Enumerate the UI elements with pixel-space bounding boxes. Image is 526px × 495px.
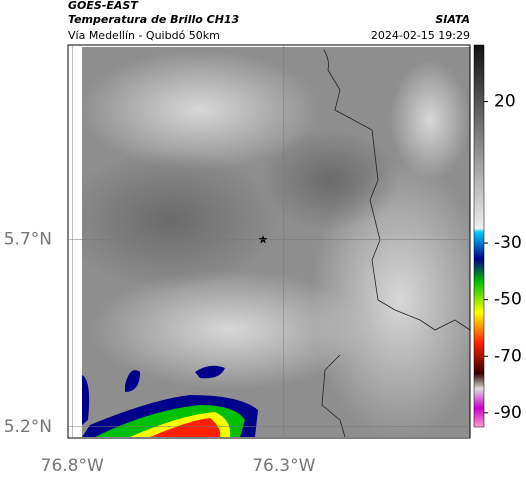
- route: Vía Medellín - Quibdó 50km: [68, 29, 220, 42]
- map-frame: [67, 44, 471, 439]
- colorbar: [473, 44, 485, 428]
- source: SIATA: [435, 13, 470, 26]
- colorbar-tick-label: -50: [494, 290, 522, 310]
- lat-tick-label: 5.2°N: [4, 417, 52, 437]
- colorbar-tick-label: 20: [494, 92, 516, 112]
- timestamp: 2024-02-15 19:29: [371, 29, 470, 42]
- colorbar-tick-label: -70: [494, 346, 522, 366]
- subtitle: Temperatura de Brillo CH13: [68, 13, 240, 26]
- satellite-image: [82, 47, 470, 437]
- lon-tick-label: 76.8°W: [41, 456, 104, 476]
- lon-tick-label: 76.3°W: [252, 456, 315, 476]
- colorbar-tick-label: -90: [494, 403, 522, 423]
- title: GOES-EAST: [68, 0, 139, 12]
- colorbar-tick-label: -30: [494, 233, 522, 253]
- lat-tick-label: 5.7°N: [4, 230, 52, 250]
